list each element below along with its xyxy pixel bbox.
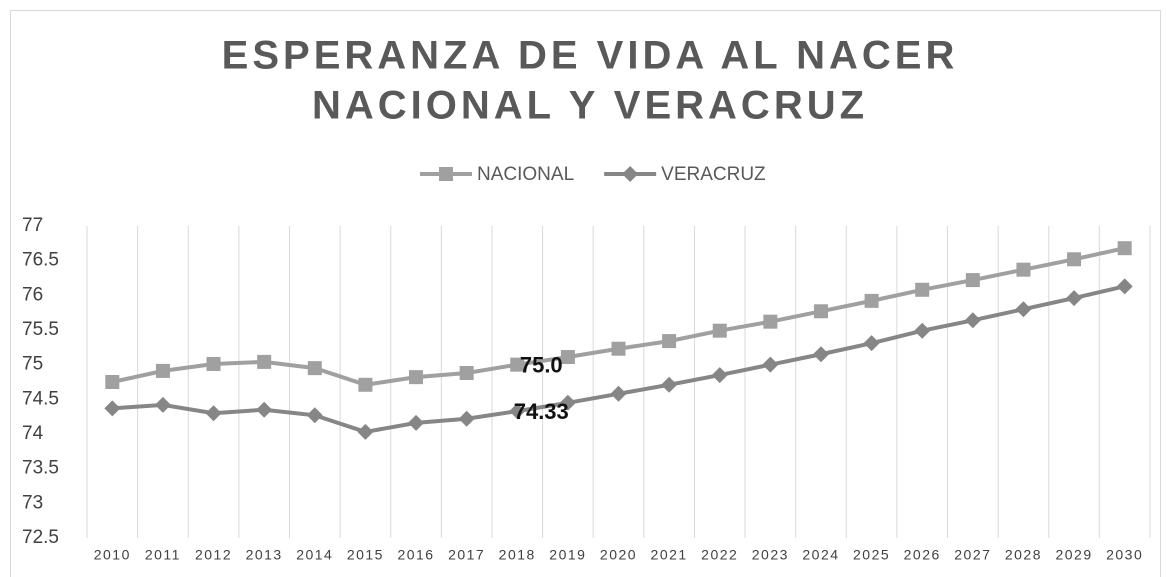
y-tick-label: 76 bbox=[22, 284, 43, 305]
marker bbox=[105, 375, 120, 389]
x-tick-label: 2010 bbox=[94, 547, 131, 563]
marker bbox=[1067, 252, 1082, 267]
x-tick-label: 2027 bbox=[954, 547, 991, 563]
y-tick-label: 72.5 bbox=[22, 527, 59, 548]
x-tick-label: 2021 bbox=[651, 547, 688, 563]
marker bbox=[306, 407, 323, 424]
x-tick-label: 2017 bbox=[448, 547, 485, 563]
x-tick-label: 2016 bbox=[397, 547, 434, 563]
x-tick-label: 2022 bbox=[701, 547, 738, 563]
marker bbox=[307, 361, 322, 376]
legend-label: VERACRUZ bbox=[661, 164, 766, 185]
marker bbox=[762, 356, 779, 373]
marker bbox=[205, 405, 222, 422]
marker bbox=[510, 357, 525, 372]
y-tick-label: 73.5 bbox=[22, 458, 59, 479]
marker bbox=[712, 323, 727, 338]
marker bbox=[155, 363, 170, 378]
y-tick-label: 74.5 bbox=[22, 388, 59, 409]
marker bbox=[257, 354, 272, 369]
y-tick-label: 75.5 bbox=[22, 319, 59, 340]
x-tick-label: 2028 bbox=[1005, 547, 1042, 563]
marker bbox=[509, 403, 526, 420]
marker bbox=[206, 356, 221, 371]
data-label: 74.33 bbox=[514, 399, 569, 424]
marker bbox=[459, 365, 474, 380]
marker bbox=[357, 423, 374, 440]
marker bbox=[965, 273, 980, 288]
marker bbox=[610, 385, 627, 402]
marker bbox=[154, 396, 171, 413]
marker bbox=[358, 377, 373, 392]
x-tick-label: 2024 bbox=[802, 547, 839, 563]
marker bbox=[661, 376, 678, 393]
marker bbox=[711, 367, 728, 384]
chart-title: NACIONAL Y VERACRUZ bbox=[312, 84, 868, 128]
data-label: 75.0 bbox=[520, 352, 563, 377]
x-tick-label: 2019 bbox=[549, 547, 586, 563]
x-tick-label: 2023 bbox=[752, 547, 789, 563]
x-tick-label: 2013 bbox=[246, 547, 283, 563]
marker bbox=[408, 414, 425, 431]
marker bbox=[458, 410, 475, 427]
x-tick-label: 2015 bbox=[347, 547, 384, 563]
marker bbox=[1016, 262, 1031, 277]
x-tick-label: 2011 bbox=[145, 547, 181, 563]
x-tick-label: 2012 bbox=[195, 547, 232, 563]
marker bbox=[409, 370, 424, 385]
y-tick-label: 77 bbox=[22, 215, 43, 236]
marker bbox=[622, 166, 639, 182]
x-tick-label: 2014 bbox=[296, 547, 333, 563]
x-tick-label: 2026 bbox=[904, 547, 941, 563]
x-tick-label: 2018 bbox=[499, 547, 536, 563]
marker bbox=[914, 322, 931, 339]
legend-label: NACIONAL bbox=[477, 164, 574, 185]
marker bbox=[864, 293, 879, 308]
y-tick-label: 75 bbox=[22, 354, 43, 375]
chart-title: ESPERANZA DE VIDA AL NACER bbox=[222, 34, 959, 78]
x-tick-label: 2020 bbox=[600, 547, 637, 563]
marker bbox=[611, 341, 626, 356]
marker bbox=[763, 314, 778, 329]
marker bbox=[1117, 241, 1132, 256]
x-tick-label: 2029 bbox=[1055, 547, 1092, 563]
marker bbox=[915, 282, 930, 297]
marker bbox=[813, 304, 828, 319]
y-tick-label: 74 bbox=[22, 423, 44, 444]
marker bbox=[104, 400, 121, 417]
marker bbox=[1066, 290, 1083, 307]
marker bbox=[662, 334, 677, 349]
marker bbox=[964, 312, 981, 329]
marker bbox=[863, 335, 880, 352]
marker bbox=[812, 346, 829, 363]
y-tick-label: 76.5 bbox=[22, 250, 59, 271]
marker bbox=[1015, 301, 1032, 318]
x-tick-label: 2030 bbox=[1106, 547, 1143, 563]
marker bbox=[1116, 278, 1133, 295]
x-tick-label: 2025 bbox=[853, 547, 890, 563]
marker bbox=[560, 350, 575, 365]
chart-border bbox=[10, 10, 1161, 577]
marker bbox=[439, 167, 453, 181]
y-tick-label: 73 bbox=[22, 492, 43, 513]
marker bbox=[559, 394, 576, 411]
marker bbox=[256, 401, 273, 418]
